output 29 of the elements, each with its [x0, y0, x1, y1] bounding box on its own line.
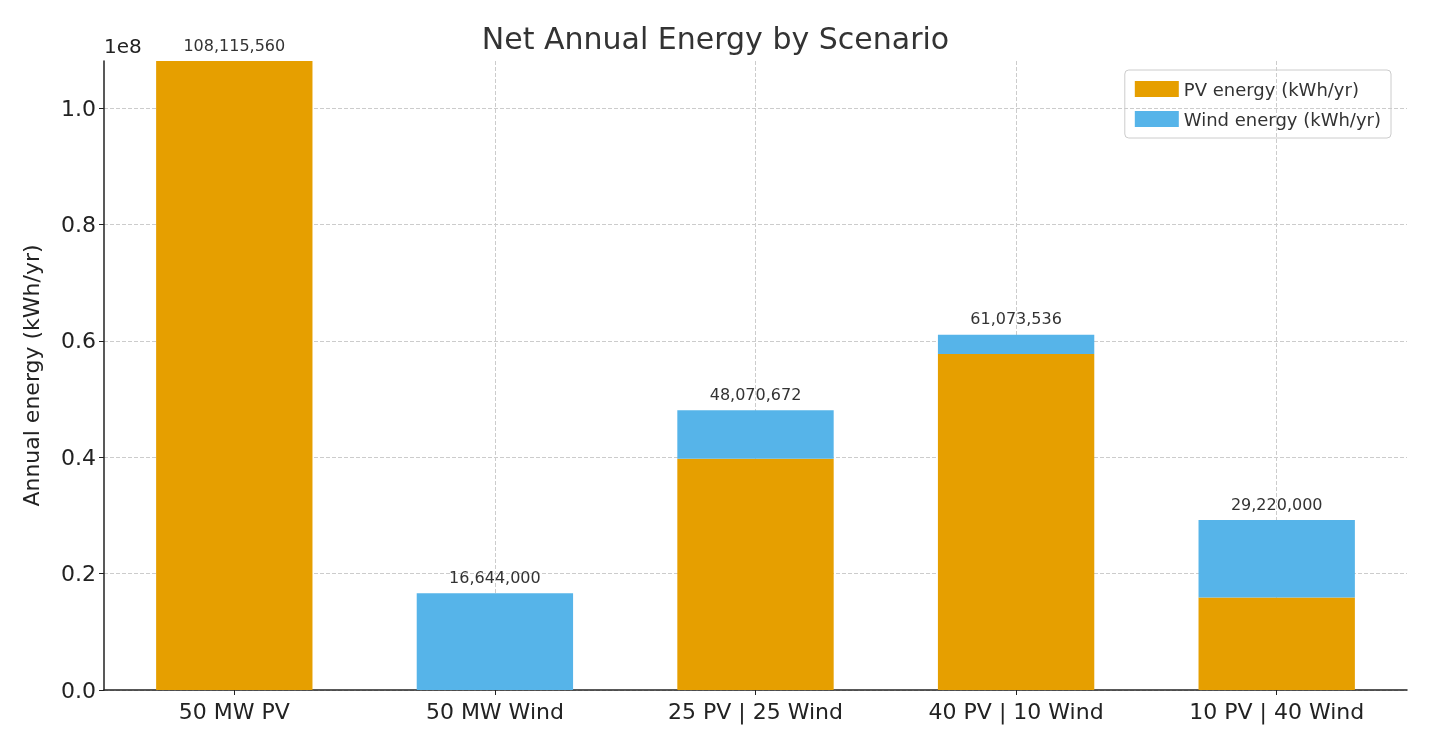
x-tick-label: 40 PV | 10 Wind	[928, 698, 1104, 725]
bar	[677, 458, 834, 690]
bar	[937, 354, 1095, 690]
annotation: 29,220,000	[1230, 494, 1323, 514]
x-tick-label: 10 PV | 40 Wind	[1189, 698, 1365, 725]
y-tick-label: 0.0	[61, 677, 96, 703]
bar	[937, 334, 1095, 355]
y-tick-label: 0.4	[61, 444, 96, 470]
bar	[1198, 597, 1355, 690]
y-tick-label: 0.2	[61, 561, 96, 587]
annotation: 108,115,560	[183, 35, 286, 55]
chart-title: Net Annual Energy by Scenario	[481, 20, 950, 56]
y-tick-label: 0.8	[61, 212, 96, 238]
bar	[416, 593, 574, 690]
y-axis-title: Annual energy (kWh/yr)	[18, 244, 44, 507]
bar	[677, 410, 834, 459]
x-tick-label: 25 PV | 25 Wind	[668, 698, 843, 725]
y-tick-label: 1.0	[61, 95, 96, 121]
legend-label: PV energy (kWh/yr)	[1183, 78, 1359, 100]
text: 1e8	[104, 34, 142, 58]
x-tick-label: 50 MW PV	[178, 698, 290, 724]
annotation: 16,644,000	[449, 567, 541, 587]
bar	[156, 61, 313, 690]
y-tick-label: 0.6	[61, 328, 96, 354]
x-tick-label: 50 MW Wind	[425, 698, 564, 724]
annotation: 48,070,672	[709, 384, 802, 404]
legend-label: Wind energy (kWh/yr)	[1183, 108, 1382, 130]
annotation: 61,073,536	[970, 309, 1062, 329]
bar	[1198, 520, 1355, 598]
